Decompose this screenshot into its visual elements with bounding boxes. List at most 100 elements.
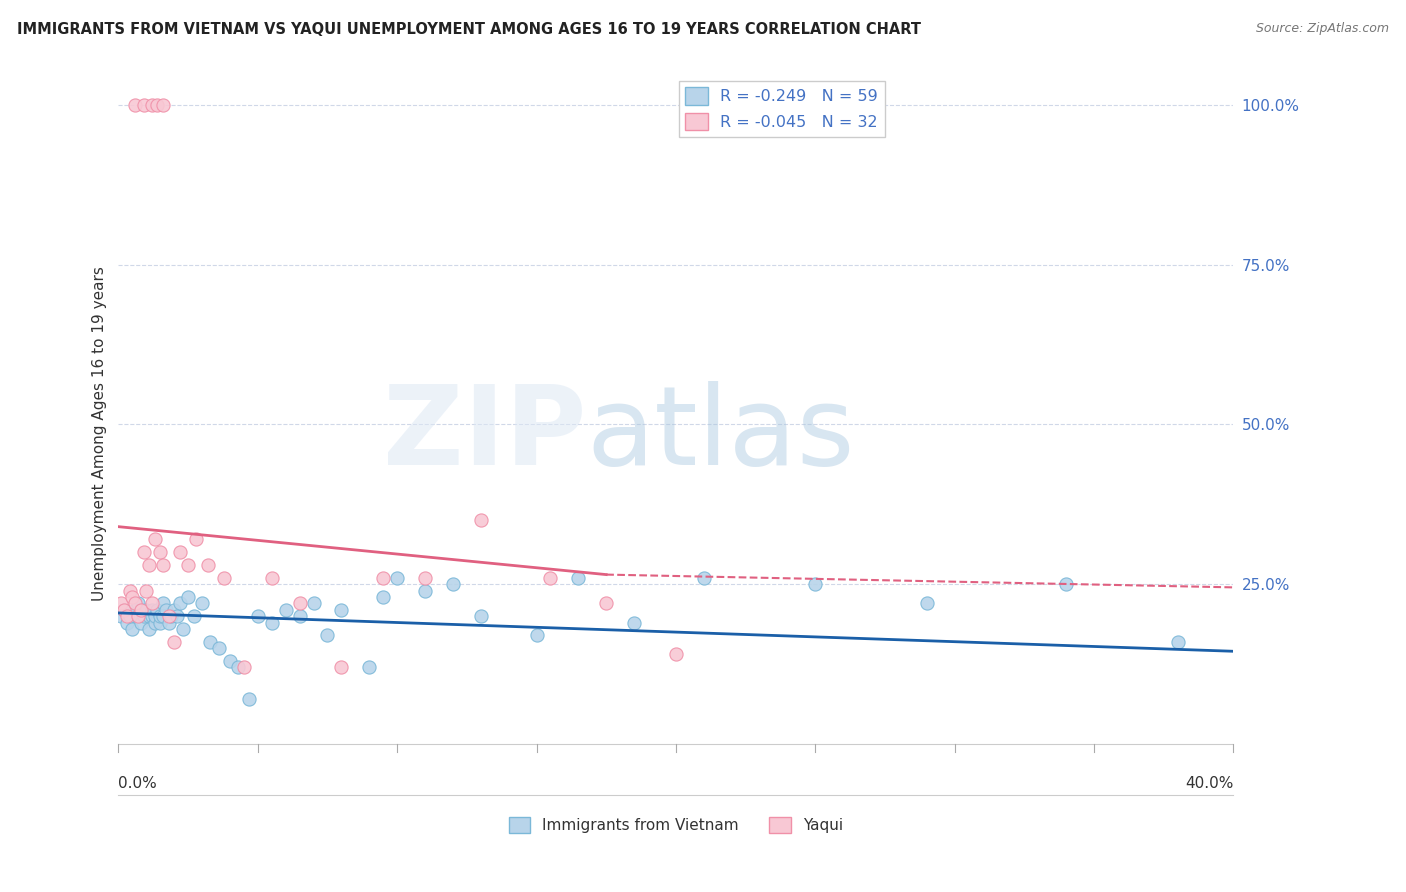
Point — [118, 583, 141, 598]
Text: IMMIGRANTS FROM VIETNAM VS YAQUI UNEMPLOYMENT AMONG AGES 16 TO 19 YEARS CORRELAT: IMMIGRANTS FROM VIETNAM VS YAQUI UNEMPLO… — [17, 22, 921, 37]
Point — [413, 583, 436, 598]
Point — [141, 603, 163, 617]
Point — [143, 609, 166, 624]
Point — [804, 577, 827, 591]
Legend: Immigrants from Vietnam, Yaqui: Immigrants from Vietnam, Yaqui — [502, 811, 849, 839]
Point — [110, 596, 132, 610]
Point — [208, 641, 231, 656]
Text: 40.0%: 40.0% — [1185, 776, 1233, 791]
Point — [138, 622, 160, 636]
Point — [127, 609, 149, 624]
Point — [169, 596, 191, 610]
Point — [316, 628, 339, 642]
Point — [132, 545, 155, 559]
Point — [302, 596, 325, 610]
Point — [330, 603, 353, 617]
Point — [330, 660, 353, 674]
Point — [260, 571, 283, 585]
Point — [135, 583, 157, 598]
Point — [413, 571, 436, 585]
Point — [152, 558, 174, 572]
Point — [160, 609, 183, 624]
Point — [665, 648, 688, 662]
Point — [152, 596, 174, 610]
Text: ZIP: ZIP — [384, 381, 586, 488]
Point — [129, 615, 152, 630]
Point — [129, 603, 152, 617]
Point — [169, 545, 191, 559]
Point — [143, 615, 166, 630]
Point — [373, 571, 395, 585]
Point — [197, 558, 219, 572]
Point — [132, 98, 155, 112]
Y-axis label: Unemployment Among Ages 16 to 19 years: Unemployment Among Ages 16 to 19 years — [93, 267, 107, 601]
Point — [135, 603, 157, 617]
Point — [127, 609, 149, 624]
Point — [470, 513, 492, 527]
Point — [141, 609, 163, 624]
Text: 0.0%: 0.0% — [118, 776, 157, 791]
Point — [288, 596, 311, 610]
Point — [274, 603, 297, 617]
Point — [152, 98, 174, 112]
Point — [470, 609, 492, 624]
Point — [191, 596, 214, 610]
Point — [246, 609, 269, 624]
Point — [526, 628, 548, 642]
Point — [110, 609, 132, 624]
Point — [124, 596, 146, 610]
Point — [385, 571, 408, 585]
Point — [538, 571, 561, 585]
Point — [1054, 577, 1077, 591]
Point — [149, 609, 172, 624]
Point — [623, 615, 645, 630]
Text: atlas: atlas — [586, 381, 855, 488]
Point — [177, 558, 200, 572]
Point — [141, 596, 163, 610]
Point — [288, 609, 311, 624]
Point — [163, 634, 186, 648]
Point — [186, 533, 208, 547]
Point — [177, 590, 200, 604]
Point — [143, 533, 166, 547]
Point — [141, 98, 163, 112]
Point — [260, 615, 283, 630]
Point — [1167, 634, 1189, 648]
Point — [226, 660, 249, 674]
Point — [152, 609, 174, 624]
Point — [115, 609, 138, 624]
Point — [373, 590, 395, 604]
Point — [595, 596, 617, 610]
Point — [112, 603, 135, 617]
Point — [567, 571, 589, 585]
Point — [146, 98, 169, 112]
Point — [166, 609, 188, 624]
Point — [200, 634, 222, 648]
Point — [115, 615, 138, 630]
Point — [238, 692, 260, 706]
Point — [138, 609, 160, 624]
Point — [121, 622, 143, 636]
Point — [172, 622, 194, 636]
Point — [693, 571, 716, 585]
Point — [118, 609, 141, 624]
Point — [129, 603, 152, 617]
Point — [183, 609, 205, 624]
Point — [124, 98, 146, 112]
Point — [127, 596, 149, 610]
Text: Source: ZipAtlas.com: Source: ZipAtlas.com — [1256, 22, 1389, 36]
Point — [149, 545, 172, 559]
Point — [112, 603, 135, 617]
Point — [146, 603, 169, 617]
Point — [915, 596, 938, 610]
Point — [359, 660, 381, 674]
Point — [124, 603, 146, 617]
Point — [138, 558, 160, 572]
Point — [163, 603, 186, 617]
Point — [157, 609, 180, 624]
Point — [214, 571, 236, 585]
Point — [441, 577, 464, 591]
Point — [219, 654, 242, 668]
Point — [155, 603, 177, 617]
Point — [121, 590, 143, 604]
